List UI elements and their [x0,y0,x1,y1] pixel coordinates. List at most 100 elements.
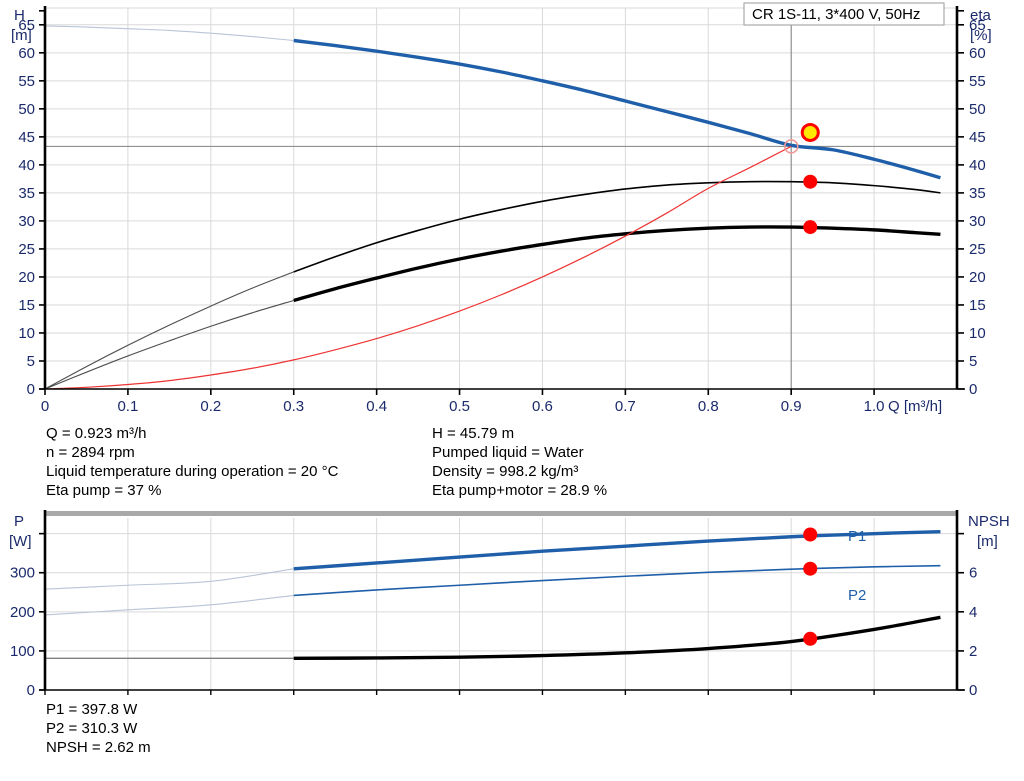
power-info-block: P1 = 397.8 W P2 = 310.3 W NPSH = 2.62 m [46,700,446,757]
x-axis-title-q: Q [m³/h] [888,398,942,415]
y-tick-label: 200 [10,604,35,621]
y2-tick-label: 20 [969,269,986,286]
y-tick-label: 60 [18,45,35,62]
y-tick-label: 300 [10,565,35,582]
info-line-eta-pump: Eta pump = 37 % [46,482,162,499]
info-line-n: n = 2894 rpm [46,444,135,461]
x-tick-label: 0.7 [615,398,636,415]
y2-axis-ticks: 0 5 10 15 20 25 30 35 40 45 50 55 60 65 [957,10,986,398]
curve-0-lead [44,25,294,42]
curve-1-main [293,180,941,273]
duty-point-p1[interactable] [803,527,818,542]
curve-1-main [293,564,941,597]
curve-label-p2: P2 [848,587,866,604]
curve-2-lead [44,299,294,390]
y2-tick-label: 45 [969,129,986,146]
info-line-pumped-liquid: Pumped liquid = Water [432,444,584,461]
power-npsh-chart[interactable]: 0 100 200 300 0 2 4 6 P [W] NPSH [m] P1 P2 [0,508,1024,698]
curve-0-lead [44,568,294,590]
y2-tick-label: 0 [969,682,977,698]
duty-point-markers[interactable] [783,122,820,235]
x-tick-label: 0.8 [698,398,719,415]
info-line-p2: P2 = 310.3 W [46,720,138,737]
y-axis-ticks: 0 5 10 15 20 25 30 35 40 45 50 55 60 65 [18,10,45,398]
y-axis-title-h: H [14,7,25,24]
y-tick-label: 20 [18,269,35,286]
y2-axis-unit-eta: [%] [970,27,992,44]
x-tick-label: 0.6 [532,398,553,415]
duty-point-eta-pump-motor[interactable] [803,220,818,235]
duty-point-npsh-ref[interactable] [783,139,799,154]
y2-tick-label: 35 [969,185,986,202]
x-tick-label: 0.2 [200,398,221,415]
y2-tick-label: 5 [969,353,977,370]
info-line-eta-pump-motor: Eta pump+motor = 28.9 % [432,482,608,499]
curve-2-main [293,615,941,661]
y2-axis-unit-npsh: [m] [977,533,998,550]
curve-1-lead [44,594,294,616]
y2-tick-label: 60 [969,45,986,62]
legend-background [743,2,945,26]
info-line-npsh: NPSH = 2.62 m [46,739,151,756]
y-tick-label: 5 [27,353,35,370]
x-axis-ticks [44,690,875,695]
y-axis-unit-h: [m] [11,27,32,44]
info-line-density: Density = 998.2 kg/m³ [432,463,579,480]
y-axis-unit-p: [W] [9,533,32,550]
operating-info-right-column: H = 45.79 m Pumped liquid = Water Densit… [432,424,607,500]
y2-tick-label: 25 [969,241,986,258]
y-tick-label: 45 [18,129,35,146]
y-tick-label: 0 [27,381,35,398]
y2-tick-label: 55 [969,73,986,90]
x-axis-ticks: 0 0.1 0.2 0.3 0.4 0.5 0.6 0.7 0.8 0.9 1.0 [41,389,885,415]
info-line-p1: P1 = 397.8 W [46,701,138,718]
duty-point-npsh[interactable] [803,631,818,646]
curve-2-main [293,225,941,303]
x-tick-label: 0.5 [449,398,470,415]
y2-axis-title-npsh: NPSH [968,513,1010,530]
y-tick-label: 55 [18,73,35,90]
y2-tick-label: 40 [969,157,986,174]
info-line-liquid-temperature: Liquid temperature during operation = 20… [46,463,339,480]
duty-point-head[interactable] [800,122,820,142]
y2-tick-label: 50 [969,101,986,118]
operating-info-left-column: Q = 0.923 m³/h n = 2894 rpm Liquid tempe… [46,424,338,500]
y2-tick-label: 6 [969,565,977,582]
duty-point-eta-pump[interactable] [803,174,818,189]
y2-axis-ticks: 0 2 4 6 [957,532,977,698]
y-tick-label: 0 [27,682,35,698]
info-line-q: Q = 0.923 m³/h [46,425,147,442]
info-line-h: H = 45.79 m [432,425,515,442]
grid-lines [45,8,957,389]
y-axis-title-p: P [14,513,24,530]
curve-1-lead [44,271,294,390]
y-tick-label: 30 [18,213,35,230]
chart2-top-band [45,511,957,516]
curve-0-main [293,529,941,571]
y-tick-label: 40 [18,157,35,174]
y-tick-label: 100 [10,643,35,660]
y-tick-label: 15 [18,297,35,314]
operating-info-block: Q = 0.923 m³/h n = 2894 rpm Liquid tempe… [0,424,1024,504]
y-tick-label: 25 [18,241,35,258]
duty-point-markers[interactable] [803,527,818,646]
y-tick-label: 65 [18,17,35,34]
x-tick-label: 0.1 [117,398,138,415]
y-tick-label: 10 [18,325,35,342]
x-tick-label: 0.9 [781,398,802,415]
x-tick-label: 0.3 [283,398,304,415]
duty-point-p2[interactable] [803,561,818,576]
head-eta-chart[interactable]: 0 5 10 15 20 25 30 35 40 45 50 55 60 65 0 5 10 15 20 25 30 35… [0,0,1024,424]
y2-tick-label: 4 [969,604,977,621]
x-tick-label: 1.0 [864,398,885,415]
curves [44,529,941,661]
legend-label: CR 1S-11, 3*400 V, 50Hz [752,6,920,23]
y-axis-ticks: 0 100 200 300 [10,532,45,698]
y2-tick-label: 15 [969,297,986,314]
x-tick-label: 0 [41,398,49,415]
reference-lines [45,8,957,389]
y2-tick-label: 10 [969,325,986,342]
curve-0-main [293,38,941,180]
y2-tick-label: 30 [969,213,986,230]
